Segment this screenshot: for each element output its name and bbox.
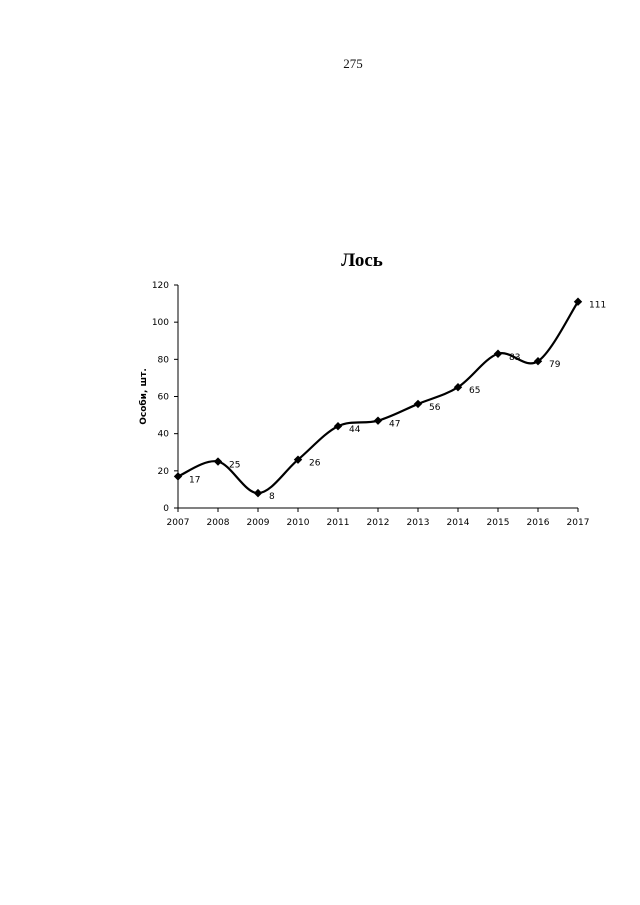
chart-axes — [177, 285, 578, 509]
y-tick-label: 120 — [152, 281, 169, 291]
x-tick-label: 2013 — [407, 518, 430, 528]
x-axis-ticks: 2007 2008 2009 2010 2011 2012 2013 2014 2015 2016… — [167, 508, 590, 528]
data-point — [413, 399, 423, 409]
data-markers — [173, 297, 583, 498]
y-axis-ticks: 0 20 40 60 80 100 120 — [152, 281, 178, 514]
data-label: 111 — [589, 301, 606, 311]
data-point — [333, 422, 343, 431]
data-point — [293, 455, 303, 464]
data-point — [213, 457, 223, 466]
data-point — [573, 297, 583, 306]
x-tick-label: 2008 — [207, 518, 230, 528]
y-axis-label: Особи, шт. — [138, 368, 149, 425]
data-label: 83 — [509, 353, 520, 363]
data-label: 25 — [229, 461, 240, 471]
x-tick-label: 2009 — [247, 518, 270, 528]
x-tick-label: 2011 — [327, 518, 350, 528]
x-tick-label: 2007 — [167, 518, 190, 528]
x-tick-label: 2016 — [527, 518, 550, 528]
data-point — [533, 356, 543, 366]
chart-title: Лось — [341, 250, 383, 271]
y-tick-label: 20 — [158, 467, 170, 477]
data-point — [453, 383, 463, 392]
data-labels: 17 25 8 26 44 47 56 65 83 79 111 — [189, 301, 606, 502]
x-tick-label: 2012 — [367, 518, 390, 528]
y-tick-label: 60 — [158, 393, 170, 403]
data-label: 79 — [549, 360, 561, 370]
data-point — [253, 488, 263, 498]
y-tick-label: 80 — [158, 355, 170, 365]
data-label: 47 — [389, 420, 400, 430]
x-tick-label: 2017 — [567, 518, 590, 528]
x-tick-label: 2014 — [447, 518, 470, 528]
data-label: 26 — [309, 459, 321, 469]
data-label: 65 — [469, 386, 480, 396]
data-label: 56 — [429, 403, 441, 413]
data-point — [373, 416, 383, 425]
y-tick-label: 40 — [158, 430, 170, 440]
data-label: 44 — [349, 425, 361, 435]
x-tick-label: 2015 — [487, 518, 510, 528]
data-label: 17 — [189, 475, 200, 485]
y-tick-label: 0 — [163, 504, 169, 514]
page-number: 275 — [343, 56, 363, 71]
x-tick-label: 2010 — [287, 518, 310, 528]
data-label: 8 — [269, 492, 275, 502]
y-tick-label: 100 — [152, 318, 169, 328]
data-point — [173, 472, 183, 481]
data-point — [493, 349, 503, 358]
